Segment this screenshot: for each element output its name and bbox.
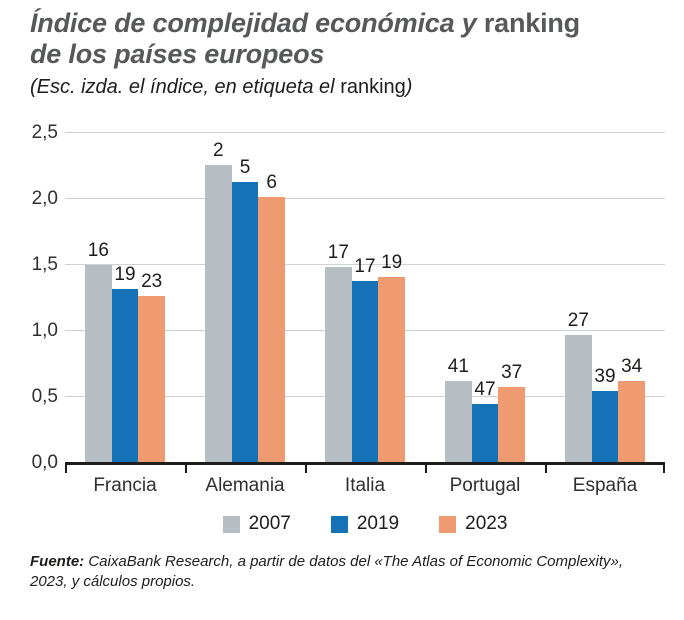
gridline [65,132,665,133]
title-line2: de los países europeos [30,39,325,69]
x-axis-line [65,462,665,465]
rank-label: 34 [621,356,643,377]
source-note: Fuente: CaixaBank Research, a partir de … [30,552,654,592]
rank-label: 2 [213,140,224,161]
x-axis-category-label: Alemania [205,475,285,496]
rank-label: 37 [501,362,523,383]
y-axis-tick-label: 2,0 [31,188,58,209]
legend-label: 2023 [465,513,508,534]
gridline [65,264,665,265]
rank-label: 23 [141,271,163,292]
rank-label: 39 [594,366,616,387]
subtitle-end: ) [405,76,413,98]
legend-label: 2019 [356,513,400,534]
legend-item-2023: 2023 [439,513,507,535]
subtitle-italic: (Esc. izda. el índice, en etiqueta el [30,76,341,98]
y-axis-tick-label: 2,5 [31,122,58,143]
bar-españa-2019 [591,391,619,462]
legend-swatch-icon [330,515,348,533]
y-axis-tick-label: 0,5 [31,386,58,407]
bar-francia-2023 [138,296,165,462]
x-axis-tick [545,465,547,473]
rank-label: 41 [447,356,469,377]
source-text-line2: 2023, y cálculos propios. [30,573,196,590]
x-axis-tick [185,465,187,473]
subtitle-roman: ranking [340,76,406,98]
legend-label: 2007 [248,513,291,534]
rank-label: 17 [354,256,376,277]
x-axis-category-label: Francia [93,475,157,496]
bar-italia-2023 [378,277,405,462]
x-axis-category-label: Italia [344,475,386,496]
x-axis-tick [425,465,427,473]
bar-portugal-2023 [498,387,525,462]
x-axis-tick [65,465,67,473]
chart-legend: 2007 2019 2023 [65,513,665,535]
legend-swatch-icon [439,515,457,533]
chart-title: Índice de complejidad económica y rankin… [30,8,668,70]
gridline [65,198,665,199]
y-axis-tick-label: 1,5 [31,254,58,275]
y-axis-tick-label: 0,0 [31,452,58,473]
bar-italia-2007 [325,267,352,462]
title-line1-italic: Índice de complejidad económica y [30,8,484,38]
source-label: Fuente: [30,553,85,570]
x-axis-category-label: Portugal [449,475,521,496]
rank-label: 47 [474,379,496,400]
rank-label: 16 [87,240,109,261]
bar-alemania-2007 [205,165,232,462]
y-axis-tick-label: 1,0 [31,320,58,341]
bar-francia-2019 [111,289,139,462]
bar-alemania-2019 [231,182,259,462]
bar-alemania-2023 [258,197,285,462]
rank-label: 19 [381,252,403,273]
bar-francia-2007 [85,265,112,462]
x-axis-category-label: España [572,475,638,496]
x-axis-tick [305,465,307,473]
legend-item-2007: 2007 [222,513,291,535]
bar-españa-2023 [618,381,645,462]
legend-swatch-icon [222,515,240,533]
legend-item-2019: 2019 [330,513,400,535]
bar-portugal-2007 [445,381,472,462]
x-axis-tick [663,465,665,473]
figure-header: Índice de complejidad económica y rankin… [30,8,668,99]
rank-label: 19 [114,264,136,285]
rank-label: 17 [327,242,349,263]
rank-label: 5 [239,157,251,178]
bar-italia-2019 [351,281,379,462]
bar-españa-2007 [565,335,592,462]
source-text-line1: CaixaBank Research, a partir de datos de… [84,553,624,570]
rank-label: 6 [266,172,277,193]
source-line1: Fuente: CaixaBank Research, a partir de … [30,552,654,572]
rank-label: 27 [567,310,589,331]
bar-portugal-2019 [471,404,499,462]
chart-subtitle: (Esc. izda. el índice, en etiqueta el ra… [30,75,668,99]
title-line1-roman: ranking [483,8,580,38]
